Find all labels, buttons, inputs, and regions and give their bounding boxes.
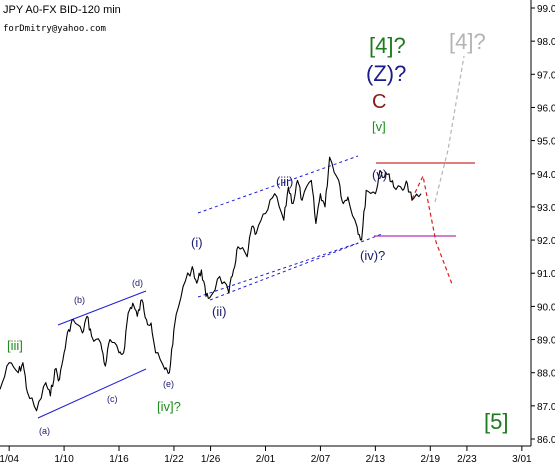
- wave-label-a: (a): [39, 426, 50, 436]
- x-tick-label: 2/07: [311, 454, 331, 465]
- wave-label-v: (v): [372, 167, 387, 182]
- y-tick-label: 98.00: [537, 37, 555, 48]
- wave-label-ii: (ii): [212, 304, 226, 319]
- y-tick-label: 87.00: [537, 402, 555, 413]
- forecast-path-red: [411, 174, 453, 285]
- wave-label-i: (i): [191, 235, 203, 250]
- y-tick-label: 92.00: [537, 236, 555, 247]
- x-tick-label: 3/01: [512, 454, 532, 465]
- x-tick-label: 2/23: [457, 454, 477, 465]
- wave-label-e: (e): [163, 379, 174, 389]
- y-tick-label: 94.00: [537, 170, 555, 181]
- x-tick-label: 2/13: [366, 454, 386, 465]
- chart-title: JPY A0-FX BID-120 min: [3, 4, 121, 16]
- channel-line-upper-impulse: [197, 155, 359, 214]
- y-tick-label: 88.00: [537, 369, 555, 380]
- wave-label-iv: (iv)?: [360, 248, 385, 263]
- x-tick-label: 1/10: [54, 454, 74, 465]
- y-tick-label: 95.00: [537, 137, 555, 148]
- x-tick-label: 1/16: [109, 454, 129, 465]
- x-tick-label: 1/04: [0, 454, 19, 465]
- channel-line-lower-abc: [37, 368, 147, 419]
- wave-label-4-alternate: [4]?: [449, 29, 486, 54]
- wave-label-d: (d): [132, 278, 143, 288]
- y-tick-label: 93.00: [537, 203, 555, 214]
- y-tick-label: 96.00: [537, 103, 555, 114]
- wave-label-c: (c): [107, 394, 118, 404]
- plot-area: [0, 0, 531, 446]
- x-tick-label: 2/01: [256, 454, 276, 465]
- wave-label-z: (Z)?: [366, 61, 406, 86]
- y-axis-ticks: 86.00 87.00 88.00 89.00 90.00 91.00 92.00 93.00…: [531, 4, 555, 446]
- wave-label-v-minor: [v]: [372, 119, 386, 134]
- x-tick-label: 1/26: [201, 454, 221, 465]
- wave-label-5: [5]: [484, 409, 508, 434]
- y-tick-label: 86.00: [537, 435, 555, 446]
- y-tick-label: 90.00: [537, 302, 555, 313]
- x-tick-label: 2/19: [421, 454, 441, 465]
- wave-label-iii-minor: [iii]: [7, 338, 23, 353]
- wave-label-iv-minor: [iv]?: [157, 399, 181, 414]
- wave-label-4-primary: [4]?: [369, 33, 406, 58]
- wave-label-iii: (iii): [276, 174, 293, 189]
- x-tick-label: 1/22: [164, 454, 184, 465]
- y-tick-label: 97.00: [537, 70, 555, 81]
- channel-line-middle-impulse: [197, 242, 359, 298]
- price-series-line: [0, 156, 422, 412]
- y-tick-label: 99.00: [537, 4, 555, 15]
- x-axis-ticks: 1/04 1/10 1/16 1/22 1/26 2/01 2/07 2/13 2/19 2/23…: [0, 446, 532, 465]
- channel-line-lower-impulse: [209, 233, 383, 301]
- wave-label-b: (b): [74, 295, 85, 305]
- y-tick-label: 89.00: [537, 336, 555, 347]
- forecast-path-gray: [434, 55, 465, 203]
- wave-labels: [iii] (a) (b) (c) (d) (e) [iv]? (i) (ii)…: [7, 29, 508, 436]
- chart-author: forDmitry@yahoo.com: [3, 24, 106, 34]
- y-tick-label: 91.00: [537, 269, 555, 280]
- wave-label-c-major: C: [372, 91, 386, 113]
